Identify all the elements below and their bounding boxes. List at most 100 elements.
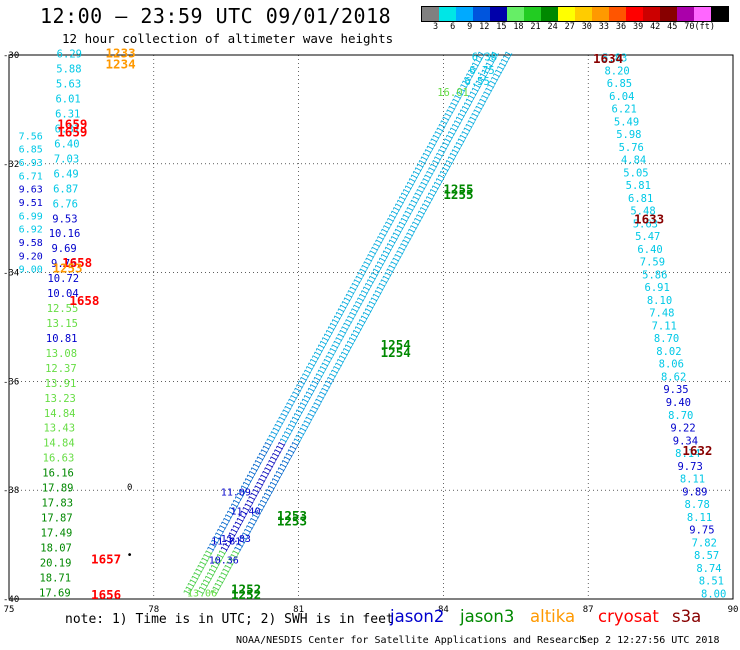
color-bar-label: 6 [450, 22, 456, 32]
swath-value-mark: 1 [484, 60, 495, 70]
swath-value-mark: 1 [216, 552, 227, 562]
swath-value-mark: 1 [433, 129, 444, 139]
swath-value-mark: 1 [360, 313, 371, 323]
pass-time-label: 1252 [231, 587, 261, 602]
color-bar-swatch [609, 7, 626, 21]
swath-value-mark: 1 [346, 339, 357, 349]
swath-value-mark: 1 [455, 89, 466, 99]
swath-value-mark: 1 [271, 476, 282, 486]
pass-time-label: 1656 [91, 587, 121, 602]
swath-value-mark: 1 [291, 389, 302, 399]
swath-value-mark: 1 [329, 321, 340, 331]
color-bar-label: 36 [615, 22, 627, 32]
swath-value-mark: 1 [316, 368, 327, 378]
swath-value-mark: 1 [464, 122, 475, 132]
swath-value-mark: 1 [335, 310, 346, 320]
swath-value-mark: 1 [368, 299, 379, 309]
swath-value-mark: 1 [247, 494, 258, 504]
longitude-tick-label: 90 [728, 605, 739, 615]
swath-value-mark: 1 [200, 581, 211, 591]
wave-height-value: 11.81 [211, 537, 241, 548]
swath-value-mark: 1 [439, 118, 450, 128]
swath-value-mark: 1 [348, 335, 359, 345]
swath-value-mark: 1 [295, 382, 306, 392]
swath-value-mark: 1 [259, 447, 270, 457]
swath-value-mark: 1 [504, 50, 515, 60]
swath-value-mark: 1 [364, 306, 375, 316]
swath-value-mark: 1 [257, 451, 268, 461]
wave-height-value: 9.58 [19, 238, 43, 249]
swath-value-mark: 1 [311, 379, 322, 389]
swath-value-mark: 1 [377, 281, 388, 291]
swath-value-mark: 1 [283, 454, 294, 464]
swath-value-mark: 1 [372, 241, 383, 251]
swath-value-mark: 1 [388, 238, 399, 248]
swath-value-mark: 1 [299, 400, 310, 410]
swath-value-mark: 1 [316, 393, 327, 403]
swath-value-mark: 1 [330, 368, 341, 378]
swath-value-mark: 1 [463, 75, 474, 85]
wave-height-value: 5.86 [642, 269, 667, 281]
swath-value-mark: 1 [192, 570, 203, 580]
swath-value-mark: 1 [249, 491, 260, 501]
swath-value-mark: 1 [445, 158, 456, 168]
wave-height-value: 8.11 [680, 474, 705, 486]
swath-value-mark: 1 [348, 310, 359, 320]
swath-value-mark: 1 [332, 339, 343, 349]
swath-value-mark: 1 [342, 295, 353, 305]
track-marker: 0 [127, 483, 132, 493]
swath-value-mark: 1 [182, 588, 193, 598]
color-bar-label: 9 [467, 22, 473, 32]
swath-value-mark: 1 [496, 64, 507, 74]
swath-value-mark: 1 [314, 371, 325, 381]
color-bar-swatch [507, 7, 524, 21]
swath-value-mark: 1 [334, 360, 345, 370]
swath-value-mark: 1 [375, 285, 386, 295]
swath-value-mark: 1 [269, 429, 280, 439]
swath-value-mark: 1 [472, 107, 483, 117]
wave-height-value: 17.69 [39, 587, 71, 599]
swath-value-mark: 1 [257, 476, 268, 486]
swath-value-mark: 1 [334, 335, 345, 345]
swath-value-mark: 1 [393, 252, 404, 262]
swath-value-mark: 1 [283, 429, 294, 439]
swath-value-mark: 1 [287, 422, 298, 432]
swath-value-mark: 1 [433, 180, 444, 190]
swath-value-mark: 1 [386, 216, 397, 226]
pass-time-label: 1233 [106, 46, 136, 61]
color-bar-swatch [456, 7, 473, 21]
swath-value-mark: 1 [222, 516, 233, 526]
swath-value-mark: 1 [331, 317, 342, 327]
swath-value-mark: 1 [263, 491, 274, 501]
wave-height-value: 9.73 [677, 461, 702, 473]
swath-value-mark: 1 [374, 238, 385, 248]
swath-value-mark: 1 [184, 585, 195, 595]
longitude-tick-label: 81 [293, 605, 304, 615]
wave-height-value: 9.00 [19, 265, 43, 276]
swath-value-mark: 1 [420, 154, 431, 164]
wave-height-value: 6.21 [612, 104, 637, 116]
legend-item-jason2: jason2 [390, 607, 445, 626]
swath-value-mark: 1 [364, 256, 375, 266]
swath-value-mark: 1 [212, 534, 223, 544]
swath-value-mark: 1 [269, 454, 280, 464]
swath-value-mark: 1 [435, 126, 446, 136]
swath-value-mark: 1 [476, 100, 487, 110]
wave-height-value: 8.62 [661, 371, 686, 383]
swath-value-mark: 1 [457, 86, 468, 96]
swath-value-mark: 1 [404, 183, 415, 193]
swath-value-mark: 1 [480, 93, 491, 103]
swath-value-mark: 1 [242, 480, 253, 490]
color-bar-swatch [643, 7, 660, 21]
wave-height-value: 6.92 [19, 225, 43, 236]
wave-height-value: 8.11 [687, 512, 712, 524]
swath-value-mark: 1 [198, 585, 209, 595]
wave-height-value: 13.06 [187, 588, 217, 599]
swath-value-mark: 1 [452, 144, 463, 154]
swath-value-mark: 1 [376, 234, 387, 244]
wave-height-value: 7.48 [649, 308, 674, 320]
swath-value-mark: 1 [307, 360, 318, 370]
wave-height-value: 5.98 [616, 129, 641, 141]
pass-time-label: 1658 [62, 255, 92, 270]
swath-value-mark: 1 [257, 501, 268, 511]
